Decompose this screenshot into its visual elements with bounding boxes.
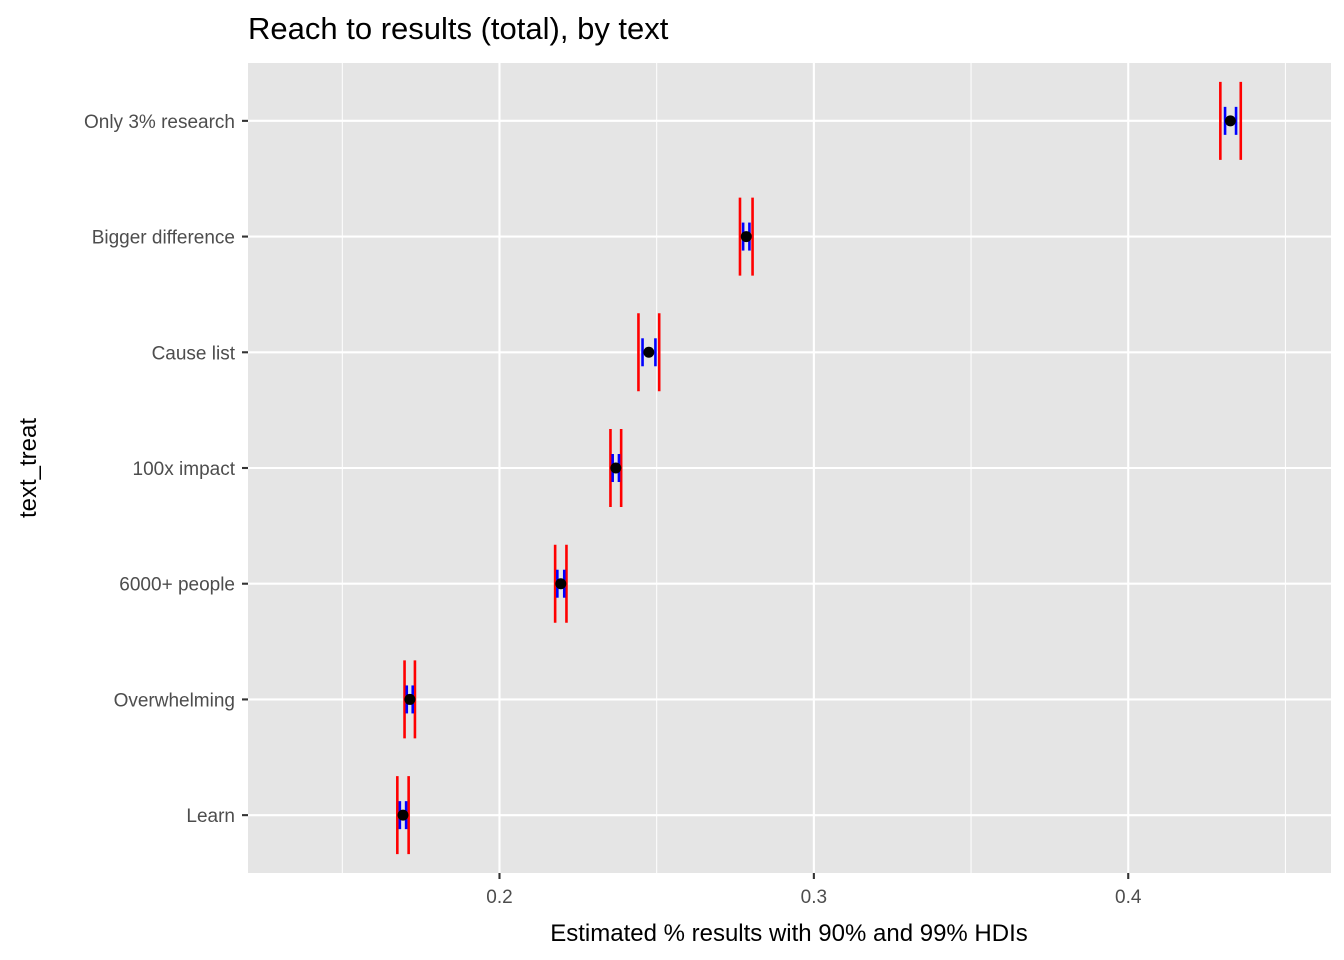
y-axis: Only 3% research Bigger difference Cause l… <box>84 112 248 827</box>
y-tick-label: Overwhelming <box>114 690 235 711</box>
chart-title: Reach to results (total), by text <box>248 11 669 46</box>
y-tick-label: 6000+ people <box>119 575 235 596</box>
estimate-point <box>610 462 622 474</box>
y-axis-title: text_treat <box>15 418 42 518</box>
estimate-point <box>397 809 409 821</box>
y-tick-label: Learn <box>186 806 235 827</box>
estimate-point <box>740 231 752 243</box>
estimate-point <box>643 346 655 358</box>
estimate-point <box>404 693 416 705</box>
x-tick-label: 0.3 <box>801 887 827 908</box>
y-tick-label: Cause list <box>152 343 236 364</box>
y-tick-label: Only 3% research <box>84 112 235 133</box>
x-tick-label: 0.4 <box>1115 887 1142 908</box>
y-tick-label: Bigger difference <box>92 228 235 249</box>
interval-marks <box>396 81 1243 855</box>
y-tick-label: 100x impact <box>133 459 236 480</box>
x-axis-title: Estimated % results with 90% and 99% HDI… <box>550 920 1028 947</box>
x-axis: 0.2 0.3 0.4 <box>486 873 1142 908</box>
major-gridlines <box>248 63 1331 873</box>
estimate-point <box>1224 115 1236 127</box>
x-tick-label: 0.2 <box>486 887 512 908</box>
estimate-point <box>555 578 567 590</box>
